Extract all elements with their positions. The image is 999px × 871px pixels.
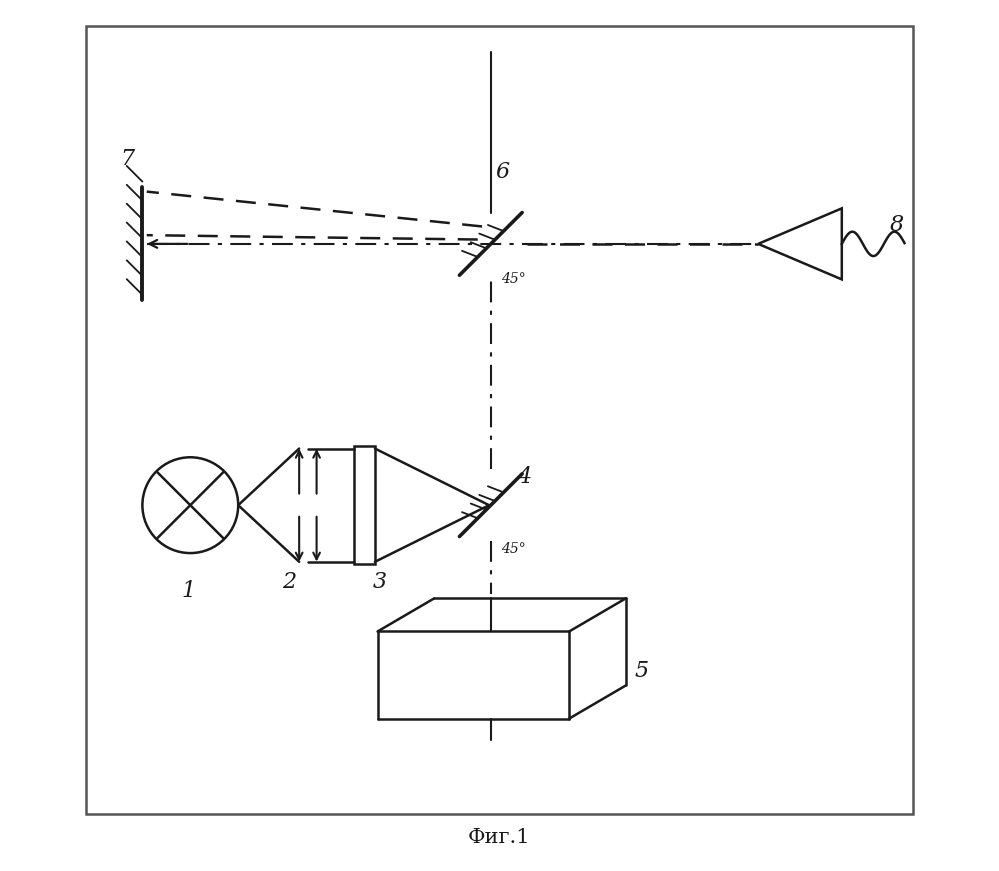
Text: 8: 8 <box>890 213 904 236</box>
Bar <box>354 446 375 564</box>
Text: 2: 2 <box>282 571 296 593</box>
Text: 45°: 45° <box>501 542 526 556</box>
Text: 45°: 45° <box>501 272 526 286</box>
Text: 7: 7 <box>121 148 135 171</box>
Text: 5: 5 <box>634 659 648 682</box>
Text: 3: 3 <box>374 571 388 593</box>
Text: Фиг.1: Фиг.1 <box>469 828 530 847</box>
Text: 4: 4 <box>516 466 531 489</box>
Text: 1: 1 <box>182 579 196 602</box>
Text: 6: 6 <box>496 160 509 183</box>
